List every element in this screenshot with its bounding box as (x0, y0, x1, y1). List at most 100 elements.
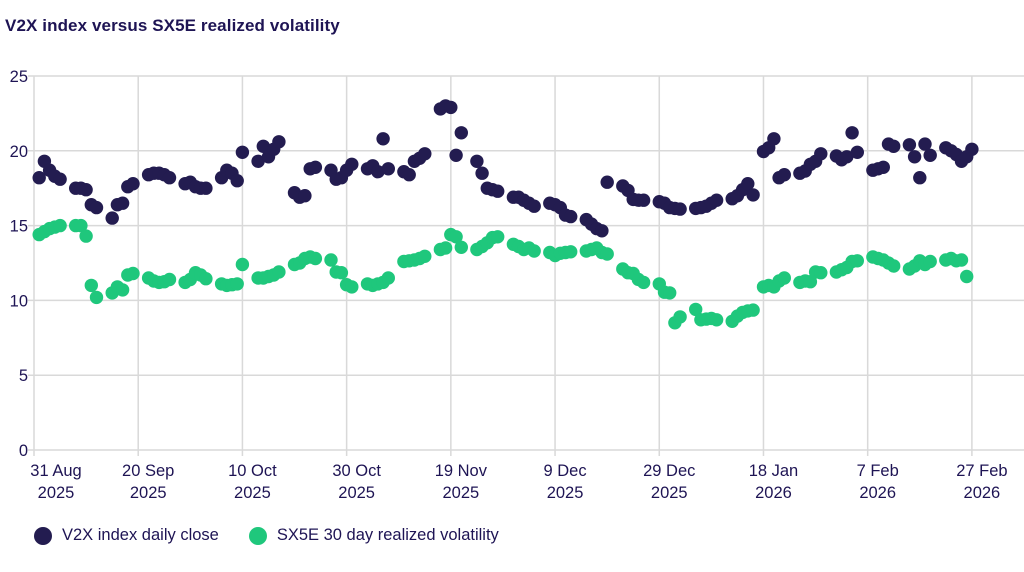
data-point (850, 145, 864, 159)
legend-item-sx5e: SX5E 30 day realized volatility (248, 526, 499, 545)
x-tick-label: 27 Feb 2026 (956, 462, 1007, 502)
data-point (491, 184, 505, 198)
data-point (74, 218, 88, 233)
data-point (923, 254, 937, 269)
sx5e-points (32, 218, 974, 330)
data-point (923, 148, 937, 162)
x-tick-label: 20 Sep 2025 (122, 462, 174, 502)
data-point (235, 145, 250, 159)
x-tick-label: 29 Dec 2025 (643, 462, 695, 502)
data-point (251, 154, 265, 168)
data-point (449, 148, 463, 162)
data-point (162, 272, 177, 287)
data-point (53, 172, 67, 186)
data-point (126, 266, 140, 281)
data-point (902, 138, 917, 152)
x-tick-label: 30 Oct 2025 (332, 462, 381, 502)
data-point (84, 278, 99, 293)
data-point (308, 251, 323, 266)
data-point (272, 265, 286, 279)
data-point (913, 171, 927, 185)
chart-title: V2X index versus SX5E realized volatilit… (5, 16, 340, 35)
data-point (689, 302, 703, 317)
data-point (79, 229, 93, 243)
data-point (960, 269, 974, 284)
data-point (887, 259, 901, 273)
data-point (418, 147, 432, 161)
data-point (709, 193, 724, 207)
x-tick-label: 31 Aug 2025 (30, 462, 81, 502)
data-point (965, 142, 979, 156)
y-tick-label: 20 (10, 143, 28, 161)
x-tick-label: 19 Nov 2025 (435, 462, 488, 502)
data-point (709, 313, 724, 327)
data-point (438, 241, 453, 255)
data-point (475, 166, 489, 180)
data-point (595, 224, 609, 238)
data-point (814, 147, 828, 161)
data-point (115, 196, 130, 210)
data-point (600, 175, 614, 189)
data-point (777, 168, 791, 182)
data-point (230, 174, 244, 188)
data-point (840, 150, 854, 164)
data-point (32, 171, 46, 185)
data-point (53, 218, 67, 233)
data-point (954, 253, 969, 267)
data-point (449, 230, 463, 244)
data-point (89, 200, 104, 215)
data-point (673, 310, 687, 324)
data-point (814, 266, 828, 280)
x-tick-label: 18 Jan 2026 (749, 462, 799, 502)
volatility-scatter-chart: 0 5 10 15 20 25 31 Aug 2025 20 Sep 2025 10 Oct 2025… (10, 68, 1024, 502)
data-point (918, 137, 932, 151)
data-point (876, 160, 890, 174)
v2x-series-swatch (34, 526, 52, 545)
data-point (746, 188, 760, 202)
x-tick-label: 10 Oct 2025 (228, 462, 277, 502)
y-tick-label: 10 (10, 292, 28, 310)
data-point (600, 247, 614, 261)
data-point (470, 154, 484, 168)
data-point (564, 245, 578, 259)
sx5e-series-swatch (248, 526, 267, 545)
data-point (564, 209, 578, 224)
data-point (636, 275, 651, 290)
data-point (345, 280, 359, 294)
data-point (907, 150, 922, 164)
data-point (115, 283, 130, 297)
data-point (235, 257, 250, 272)
data-point (850, 254, 864, 268)
data-point (199, 272, 213, 286)
data-point (376, 132, 390, 146)
data-point (89, 290, 104, 305)
x-tick-label: 7 Feb 2026 (857, 462, 899, 502)
v2x-series-label: V2X index daily close (62, 526, 219, 544)
data-point (162, 171, 177, 185)
data-point (298, 189, 312, 203)
data-point (636, 193, 651, 207)
x-tick-label: 9 Dec 2025 (543, 462, 586, 502)
data-point (527, 244, 541, 258)
data-point (381, 162, 395, 176)
data-point (79, 183, 93, 197)
data-point (324, 253, 338, 267)
data-point (381, 271, 395, 285)
x-axis-labels: 31 Aug 2025 20 Sep 2025 10 Oct 2025 30 Oct 2025… (30, 462, 1007, 502)
y-tick-label: 25 (10, 68, 28, 86)
data-point (418, 249, 432, 263)
data-point (663, 286, 677, 300)
data-point (845, 126, 859, 140)
data-point (887, 139, 901, 153)
grid-lines (28, 75, 1024, 456)
data-point (199, 181, 213, 195)
data-point (371, 165, 385, 179)
data-point (491, 230, 505, 244)
data-point (308, 160, 323, 174)
sx5e-series-label: SX5E 30 day realized volatility (276, 526, 499, 544)
data-point (777, 271, 791, 285)
data-point (454, 240, 468, 254)
y-tick-label: 0 (19, 442, 28, 460)
data-point (402, 168, 416, 182)
